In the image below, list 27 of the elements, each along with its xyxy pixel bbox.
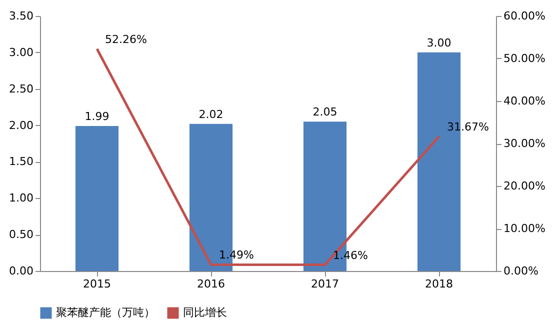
- y2-tick-label: 60.00%: [504, 10, 546, 22]
- y2-tick-label: 40.00%: [504, 94, 546, 108]
- y2-tick-label: 10.00%: [504, 222, 546, 235]
- y-tick-label: 2.00: [9, 118, 34, 132]
- bar: [75, 126, 119, 271]
- y-tick-label: 1.50: [9, 155, 34, 168]
- y-tick-label: 0.00: [9, 264, 34, 278]
- y-tick-label: 1.00: [9, 192, 34, 205]
- x-tick-label: 2017: [311, 278, 339, 290]
- data-label: 1.99: [84, 110, 110, 124]
- data-label: 3.00: [426, 36, 452, 50]
- y-tick-label: 3.50: [9, 10, 34, 22]
- y2-tick-label: 0.00%: [504, 264, 538, 278]
- y-tick-label: 3.00: [9, 46, 34, 59]
- legend-label: 聚苯醚产能（万吨）: [56, 306, 155, 319]
- x-tick-label: 2018: [425, 278, 453, 290]
- y2-tick-label: 50.00%: [504, 52, 546, 65]
- x-tick-label: 2015: [83, 278, 111, 290]
- data-label: 52.26%: [105, 32, 147, 46]
- y-tick-label: 0.50: [9, 228, 34, 242]
- y-tick-label: 2.50: [9, 82, 34, 96]
- y2-tick-label: 30.00%: [504, 137, 546, 150]
- x-tick-label: 2016: [197, 278, 225, 290]
- data-label: 2.02: [198, 108, 224, 121]
- y2-tick-label: 20.00%: [504, 180, 546, 192]
- data-label: 2.05: [312, 106, 338, 119]
- legend-label: 同比增长: [183, 306, 227, 319]
